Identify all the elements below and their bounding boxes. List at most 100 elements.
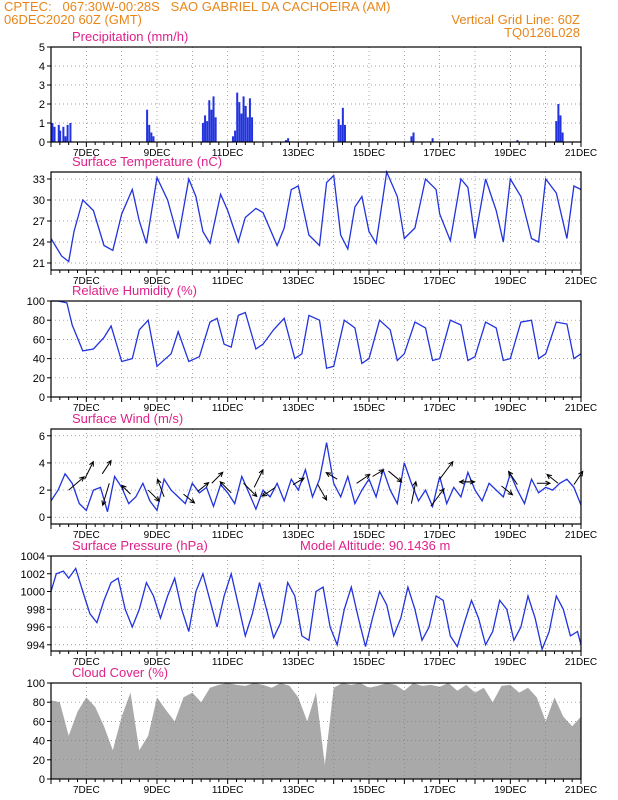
precip-bar (201, 123, 204, 142)
precip-bar (431, 138, 434, 142)
precip-bar (337, 119, 340, 142)
precip-bar (148, 124, 151, 142)
precip-bar (248, 98, 251, 142)
x-tick-label: 19DEC (494, 148, 526, 159)
precip-bar (559, 115, 562, 142)
x-tick-label: 9DEC (144, 403, 171, 414)
wind-vector-arrow (501, 485, 514, 496)
wind-vector-arrow (183, 493, 196, 504)
x-tick-label: 13DEC (282, 657, 314, 668)
x-tick-label: 11DEC (212, 530, 244, 541)
precip-bar (204, 115, 207, 142)
pressure-series-line (50, 566, 582, 652)
precip-bar (251, 117, 254, 142)
header-station: CPTEC: 067:30W-00:28S SAO GABRIEL DA CAC… (4, 0, 391, 14)
wind-vector-arrow (261, 486, 276, 497)
y-tick-label: 4 (39, 61, 45, 73)
y-tick-label: 6 (39, 431, 45, 443)
x-tick-label: 13DEC (282, 148, 314, 159)
wind-vector-arrow (410, 480, 418, 504)
precip-bar (287, 138, 290, 142)
precip-bar (516, 140, 519, 142)
y-tick-label: 0 (39, 137, 45, 149)
y-tick-label: 2 (39, 485, 45, 497)
humidity-panel: 0 20 40 60 80 100 7DEC 9DEC 11DEC 13DEC 15DEC 17DEC… (27, 283, 597, 414)
precip-bar (234, 130, 237, 142)
precip-bar (69, 123, 72, 142)
wind-vector-arrow (292, 477, 306, 486)
wind-vector-arrow (356, 473, 371, 484)
x-tick-label: 21DEC (565, 657, 597, 668)
x-tick-label: 9DEC (144, 148, 171, 159)
x-tick-label: 21DEC (565, 530, 597, 541)
precip-frame (50, 46, 582, 143)
wind-vector-arrow (439, 460, 454, 480)
x-tick-label: 7DEC (73, 530, 100, 541)
header-grid-line: Vertical Grid Line: 60Z (451, 12, 580, 27)
x-tick-label: 17DEC (424, 148, 456, 159)
y-tick-label: 1 (39, 118, 45, 130)
x-tick-label: 13DEC (282, 276, 314, 287)
temperature-title: Surface Temperature (nC) (72, 154, 222, 169)
wind-vector-arrow (68, 476, 85, 491)
wind-vector-arrow (388, 470, 403, 483)
wind-series-line (50, 442, 582, 512)
precip-bar (284, 140, 287, 142)
wind-vector-arrow (156, 478, 165, 498)
humidity-title: Relative Humidity (%) (72, 283, 197, 298)
cloud-cover-area (51, 683, 581, 779)
wind-panel: 0 2 4 6 7DEC 9DEC 11DEC 13DEC 15DEC 17DEC 19DEC 21D… (39, 411, 597, 541)
precip-bar (231, 136, 234, 142)
wind-vector-arrow (458, 479, 475, 485)
precip-panel: 0 1 2 3 4 5 7DEC 9DEC 11DEC 13DEC 15DEC 17DEC 19DEC 2… (39, 29, 597, 159)
wind-vector-arrow (147, 489, 160, 502)
header-model-code: TQ0126L028 (504, 25, 580, 40)
temperature-series-line (50, 169, 582, 263)
y-tick-label: 0 (39, 512, 45, 524)
wind-vector-arrow (84, 460, 94, 480)
x-tick-label: 7DEC (73, 276, 100, 287)
x-tick-label: 19DEC (494, 530, 526, 541)
x-tick-label: 17DEC (424, 785, 456, 796)
wind-vector-arrow (536, 480, 552, 486)
wind-vector-arrow (507, 470, 518, 485)
x-tick-label: 11DEC (212, 403, 244, 414)
y-tick-label: 40 (33, 354, 45, 366)
x-tick-label: 19DEC (494, 657, 526, 668)
pressure-title: Surface Pressure (hPa) (72, 538, 208, 553)
wind-vector-arrow (430, 487, 445, 507)
precip-bar (557, 104, 560, 142)
precip-bar (62, 126, 65, 142)
x-tick-label: 7DEC (73, 785, 100, 796)
y-tick-label: 0 (39, 392, 45, 404)
wind-title: Surface Wind (m/s) (72, 411, 183, 426)
temperature-panel: 21 24 27 30 33 7DEC 9DEC 11DEC 13DEC 15DEC 17DEC 19… (33, 154, 597, 287)
x-tick-label: 21DEC (565, 785, 597, 796)
precip-bar (238, 102, 241, 142)
precip-bar (57, 124, 60, 142)
x-tick-label: 7DEC (73, 657, 100, 668)
y-tick-label: 33 (33, 174, 45, 186)
y-tick-label: 1004 (21, 551, 45, 563)
y-tick-label: 80 (33, 315, 45, 327)
precip-bar (152, 136, 155, 142)
precip-bar (236, 92, 239, 142)
x-tick-label: 15DEC (353, 403, 385, 414)
wind-vector-arrow (546, 473, 559, 484)
precip-title: Precipitation (mm/h) (72, 29, 188, 44)
x-tick-label: 11DEC (212, 657, 244, 668)
y-tick-label: 20 (33, 755, 45, 767)
y-tick-label: 80 (33, 697, 45, 709)
x-tick-label: 13DEC (282, 403, 314, 414)
y-tick-label: 20 (33, 373, 45, 385)
x-tick-label: 11DEC (212, 785, 244, 796)
x-tick-label: 11DEC (212, 276, 244, 287)
precip-bar (242, 96, 245, 142)
precip-bar (53, 126, 56, 142)
x-tick-label: 9DEC (144, 785, 171, 796)
y-tick-label: 996 (27, 622, 45, 634)
precip-bar (64, 136, 67, 142)
y-tick-label: 60 (33, 334, 45, 346)
wind-vector-arrow (101, 483, 110, 507)
x-tick-label: 11DEC (212, 148, 244, 159)
